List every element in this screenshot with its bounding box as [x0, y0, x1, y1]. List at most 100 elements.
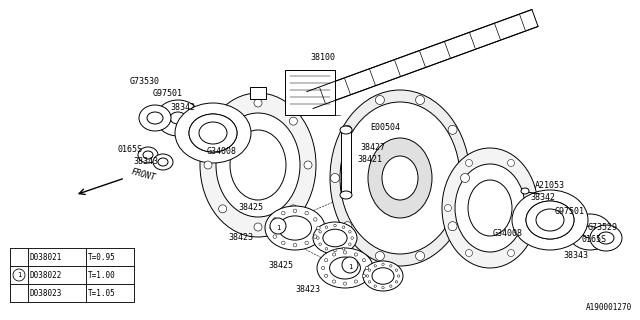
- Circle shape: [376, 252, 385, 260]
- Circle shape: [343, 125, 352, 134]
- Text: T=1.00: T=1.00: [88, 270, 116, 279]
- Circle shape: [465, 159, 472, 166]
- Ellipse shape: [455, 164, 525, 252]
- Text: 38425: 38425: [268, 260, 293, 269]
- Circle shape: [289, 117, 298, 125]
- Ellipse shape: [521, 188, 529, 194]
- Circle shape: [351, 237, 353, 239]
- Bar: [28, 284, 86, 302]
- Ellipse shape: [170, 112, 186, 124]
- Text: D038022: D038022: [30, 270, 62, 279]
- Ellipse shape: [330, 90, 470, 266]
- Text: T=1.05: T=1.05: [88, 289, 116, 298]
- Text: 38343: 38343: [133, 157, 158, 166]
- Circle shape: [330, 173, 339, 182]
- Circle shape: [343, 222, 352, 231]
- Bar: [86, 284, 134, 302]
- Circle shape: [376, 95, 385, 105]
- Ellipse shape: [330, 257, 360, 279]
- Ellipse shape: [189, 114, 237, 152]
- Circle shape: [317, 226, 320, 230]
- Circle shape: [374, 265, 376, 267]
- Ellipse shape: [139, 105, 171, 131]
- Text: 38343: 38343: [563, 251, 588, 260]
- Circle shape: [396, 281, 397, 283]
- Text: 1: 1: [17, 272, 21, 278]
- Bar: [28, 266, 86, 284]
- Circle shape: [355, 280, 358, 283]
- Ellipse shape: [368, 138, 432, 218]
- Circle shape: [349, 243, 351, 245]
- Text: 38423: 38423: [228, 233, 253, 242]
- Bar: [10, 248, 134, 266]
- Bar: [285, 70, 335, 115]
- Ellipse shape: [200, 93, 316, 237]
- Circle shape: [321, 266, 324, 269]
- Ellipse shape: [199, 122, 227, 144]
- Ellipse shape: [536, 209, 564, 231]
- Text: G34008: G34008: [207, 148, 237, 156]
- Circle shape: [390, 285, 392, 287]
- Circle shape: [317, 237, 319, 239]
- Circle shape: [254, 223, 262, 231]
- Circle shape: [293, 244, 297, 247]
- Bar: [28, 248, 86, 266]
- Bar: [10, 284, 134, 302]
- Circle shape: [314, 235, 317, 238]
- Ellipse shape: [382, 156, 418, 200]
- Text: D038023: D038023: [30, 289, 62, 298]
- Circle shape: [254, 99, 262, 107]
- Circle shape: [13, 269, 25, 281]
- Ellipse shape: [143, 151, 153, 159]
- Ellipse shape: [153, 154, 173, 170]
- Text: A190001270: A190001270: [586, 303, 632, 312]
- Text: 38427: 38427: [360, 143, 385, 153]
- Bar: [10, 266, 28, 284]
- Bar: [86, 248, 134, 266]
- Bar: [250, 87, 266, 99]
- Ellipse shape: [323, 229, 347, 247]
- Circle shape: [448, 125, 457, 134]
- Circle shape: [465, 250, 472, 257]
- Text: FRONT: FRONT: [130, 167, 156, 183]
- Text: G97501: G97501: [555, 207, 585, 217]
- Circle shape: [204, 161, 212, 169]
- Circle shape: [305, 241, 308, 244]
- Text: D038021: D038021: [30, 252, 62, 261]
- Ellipse shape: [526, 201, 574, 239]
- Text: 38342: 38342: [530, 193, 555, 202]
- Circle shape: [270, 226, 273, 230]
- Circle shape: [362, 259, 365, 262]
- Circle shape: [362, 274, 365, 277]
- Ellipse shape: [340, 102, 460, 254]
- Ellipse shape: [526, 201, 574, 239]
- Text: 1: 1: [276, 225, 280, 231]
- Ellipse shape: [568, 214, 612, 250]
- Ellipse shape: [158, 158, 168, 166]
- Circle shape: [333, 280, 336, 283]
- Text: 38342: 38342: [170, 102, 195, 111]
- Text: 0165S: 0165S: [582, 236, 607, 244]
- Circle shape: [282, 212, 285, 215]
- Circle shape: [397, 275, 400, 277]
- Circle shape: [349, 230, 351, 233]
- Circle shape: [365, 266, 369, 269]
- Circle shape: [390, 265, 392, 267]
- Circle shape: [319, 243, 321, 245]
- Circle shape: [219, 205, 227, 213]
- Circle shape: [508, 159, 515, 166]
- Ellipse shape: [468, 180, 512, 236]
- Ellipse shape: [340, 126, 352, 134]
- Ellipse shape: [598, 232, 614, 244]
- Ellipse shape: [372, 268, 394, 284]
- Circle shape: [333, 249, 336, 252]
- Text: G97501: G97501: [153, 90, 183, 99]
- Text: E00504: E00504: [370, 124, 400, 132]
- Text: G34008: G34008: [493, 228, 523, 237]
- Circle shape: [382, 286, 384, 289]
- Circle shape: [333, 224, 336, 227]
- Ellipse shape: [278, 216, 312, 240]
- Bar: [10, 248, 28, 266]
- Ellipse shape: [590, 225, 622, 251]
- Circle shape: [325, 248, 328, 250]
